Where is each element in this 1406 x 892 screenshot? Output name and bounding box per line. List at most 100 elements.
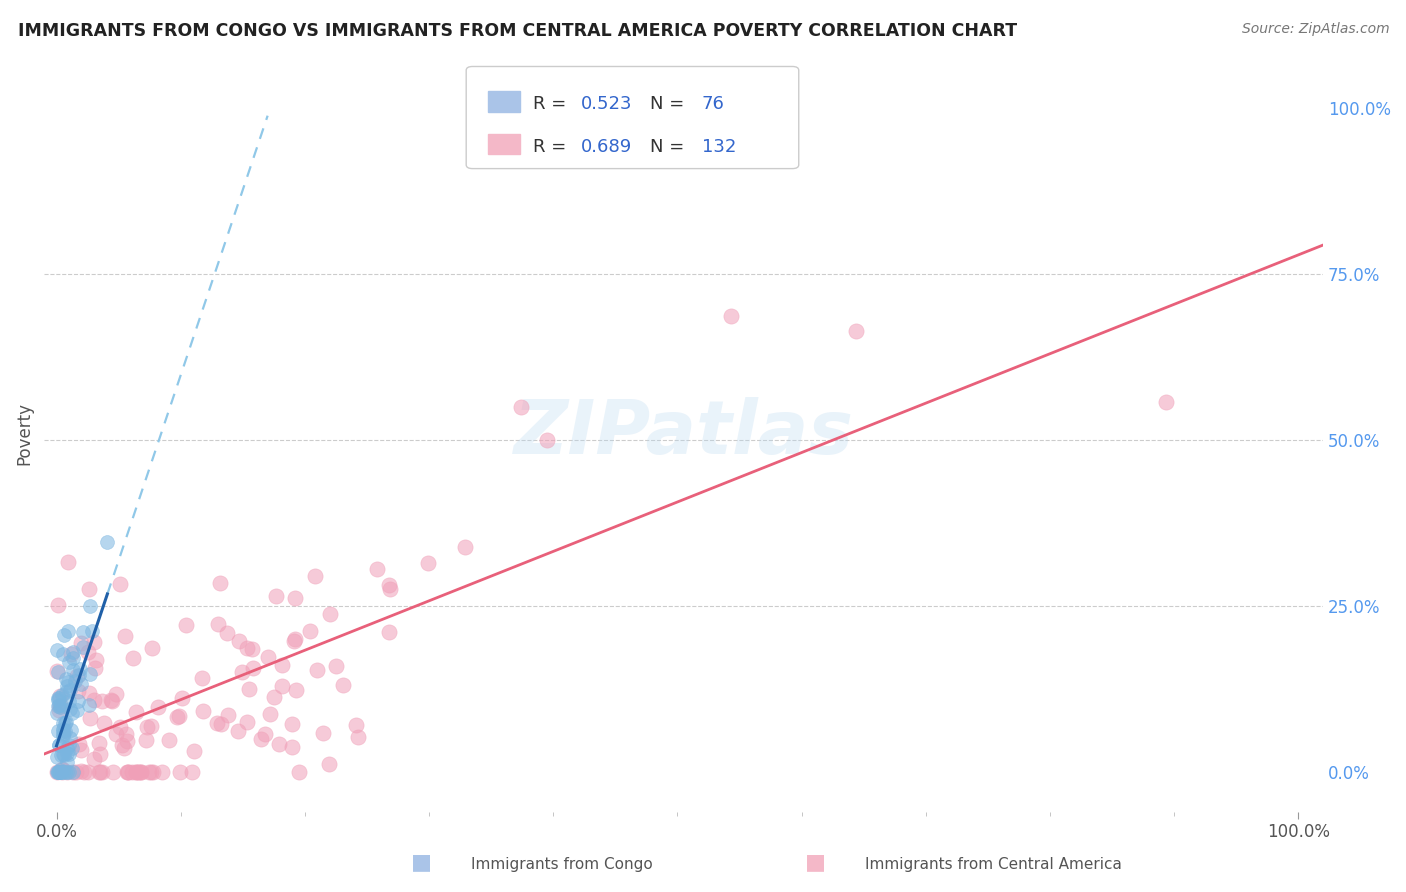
Point <box>48 739 70 753</box>
Point <box>100 693 122 707</box>
Point <box>89 764 111 779</box>
Text: R =: R = <box>533 95 572 113</box>
Point <box>135 733 157 747</box>
Point <box>242 641 264 656</box>
Point <box>46 764 69 779</box>
Point <box>48 699 70 714</box>
Point <box>52 729 75 743</box>
Point <box>62 764 84 779</box>
Point <box>48 764 70 779</box>
Point <box>55 672 77 686</box>
Point <box>236 714 259 729</box>
Point <box>56 764 79 779</box>
Point <box>51 762 73 776</box>
Point <box>127 764 149 779</box>
Point <box>720 309 742 323</box>
Point <box>77 582 100 597</box>
Point <box>84 653 107 667</box>
Point <box>69 743 91 757</box>
Point <box>267 737 290 751</box>
Point <box>129 764 152 779</box>
Point <box>89 736 111 750</box>
Point <box>110 577 132 591</box>
Point <box>51 689 73 703</box>
Point <box>136 720 159 734</box>
Point <box>69 676 91 690</box>
Point <box>83 751 105 765</box>
Point <box>60 741 83 756</box>
Text: N =: N = <box>651 95 690 113</box>
Point <box>46 706 69 721</box>
Point <box>58 655 80 669</box>
Point <box>59 702 82 716</box>
Point <box>60 647 83 661</box>
Point <box>51 764 73 779</box>
Point <box>65 674 87 689</box>
Point <box>45 664 67 678</box>
Text: 0.689: 0.689 <box>581 138 633 156</box>
Point <box>72 640 94 654</box>
Point <box>105 687 128 701</box>
Point <box>93 716 115 731</box>
Point <box>52 723 75 737</box>
Point <box>56 675 79 690</box>
Point <box>284 591 307 605</box>
Point <box>139 764 162 779</box>
Text: ■: ■ <box>806 853 825 872</box>
Point <box>117 764 139 779</box>
Point <box>298 624 321 639</box>
Point <box>52 747 75 761</box>
Point <box>257 649 280 664</box>
Point <box>332 678 354 692</box>
Point <box>45 643 67 657</box>
Point <box>208 576 231 591</box>
Point <box>121 764 143 779</box>
Point <box>53 724 76 739</box>
Point <box>307 663 329 677</box>
Point <box>58 747 80 761</box>
Point <box>66 703 89 717</box>
FancyBboxPatch shape <box>488 91 520 112</box>
Point <box>181 764 204 779</box>
Point <box>49 764 72 779</box>
Point <box>312 726 335 740</box>
Point <box>283 633 305 648</box>
Point <box>148 700 170 714</box>
Point <box>55 714 77 729</box>
Point <box>67 684 90 698</box>
Text: Source: ZipAtlas.com: Source: ZipAtlas.com <box>1241 22 1389 37</box>
Point <box>510 401 533 415</box>
Point <box>89 764 111 779</box>
Point <box>73 764 96 779</box>
Point <box>96 534 118 549</box>
Point <box>121 650 143 665</box>
Point <box>378 582 401 597</box>
Point <box>48 665 70 680</box>
Y-axis label: Poverty: Poverty <box>15 401 32 465</box>
Point <box>52 763 75 777</box>
Point <box>82 624 104 639</box>
Point <box>48 738 70 752</box>
Point <box>108 720 131 734</box>
Point <box>46 691 69 706</box>
Point <box>58 683 80 698</box>
Point <box>112 741 135 756</box>
Point <box>170 690 193 705</box>
Point <box>49 764 72 778</box>
Point <box>58 764 80 779</box>
Point <box>226 723 249 738</box>
Text: ZIPatlas: ZIPatlas <box>513 397 853 470</box>
Point <box>55 746 77 760</box>
Point <box>845 324 868 338</box>
Point <box>231 665 253 680</box>
Point <box>53 715 76 730</box>
Point <box>114 727 136 741</box>
Point <box>62 651 84 665</box>
Point <box>157 733 180 747</box>
FancyBboxPatch shape <box>467 67 799 169</box>
Point <box>266 589 288 603</box>
Point <box>217 707 239 722</box>
Text: Immigrants from Congo: Immigrants from Congo <box>471 857 652 872</box>
Point <box>77 698 100 712</box>
Point <box>46 724 69 739</box>
